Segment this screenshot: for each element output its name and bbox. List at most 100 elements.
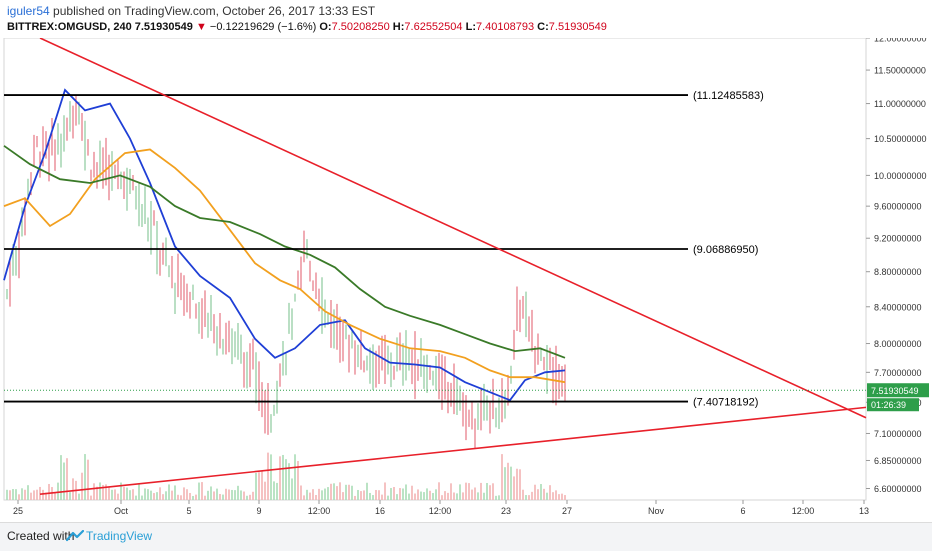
- y-tick-label: 8.00000000: [874, 339, 922, 349]
- countdown-tag: [867, 398, 919, 412]
- ma-fast-line: [3, 88, 566, 402]
- x-tick-label: 23: [501, 506, 511, 516]
- time-axis[interactable]: 25 Oct 5 9 12:00 16 12:00 23 27 Nov 6 12:00 13: [13, 500, 869, 516]
- volume-bar: [102, 484, 104, 500]
- volume-bar: [228, 489, 230, 500]
- open-label: O:: [319, 21, 332, 33]
- volume-bar: [204, 495, 206, 500]
- ma-mid-line: [3, 148, 566, 384]
- volume-bar: [405, 484, 407, 500]
- volume-bar: [267, 452, 269, 500]
- trendlines: [39, 38, 867, 496]
- low-value: 7.40108793: [475, 21, 535, 33]
- volume-bar: [357, 489, 359, 500]
- volume-bar: [216, 488, 218, 500]
- high-label: H:: [392, 21, 405, 33]
- volume-bar: [522, 489, 524, 500]
- volume-bar: [498, 495, 500, 500]
- volume-bar: [60, 455, 62, 500]
- volume-bar: [240, 490, 242, 500]
- volume-bar: [396, 494, 398, 500]
- volume-bar: [246, 495, 248, 500]
- ohlc-line: BITTREX:OMGUSD, 240 7.51930549 ▼ −0.1221…: [7, 21, 607, 33]
- volume-bar: [297, 461, 299, 500]
- tradingview-logo-icon[interactable]: [66, 530, 84, 542]
- volume-bar: [150, 490, 152, 500]
- price-chart[interactable]: (11.12485583) (9.06886950) (7.40718192) 12…: [0, 38, 932, 522]
- x-tick-label: 12:00: [308, 506, 331, 516]
- volume-bar: [555, 490, 557, 500]
- chart-header: iguler54 published on TradingView.com, O…: [0, 0, 932, 38]
- volume-bar: [408, 493, 410, 500]
- moving-averages: [3, 88, 566, 402]
- last-price-text: 7.51930549: [871, 386, 919, 396]
- volume-bar: [153, 493, 155, 500]
- trendline: [39, 38, 867, 419]
- created-with-text: Created with: [7, 529, 75, 543]
- volume-bar: [120, 482, 122, 500]
- volume-bar: [36, 489, 38, 500]
- author-link[interactable]: iguler54: [7, 4, 50, 18]
- volume-bar: [426, 488, 428, 500]
- volume-bar: [33, 490, 35, 500]
- volume-bar: [42, 489, 44, 500]
- volume-bar: [270, 454, 272, 500]
- volume-bar: [492, 483, 494, 500]
- volume-bar: [519, 469, 521, 500]
- volume-bar: [288, 463, 290, 500]
- volume-bar: [321, 490, 323, 500]
- y-tick-label: 11.00000000: [874, 99, 926, 109]
- volume-bar: [48, 483, 50, 500]
- volume-bar: [450, 483, 452, 500]
- plot-area: [3, 38, 867, 501]
- volume-bar: [513, 476, 515, 500]
- volume-bar: [273, 481, 275, 500]
- volume-bar: [417, 489, 419, 500]
- volume-bar: [171, 490, 173, 500]
- volume-bar: [300, 485, 302, 500]
- volume-bar: [207, 490, 209, 500]
- volume-bar: [24, 489, 26, 500]
- volume-bar: [312, 489, 314, 500]
- volume-bar: [390, 488, 392, 500]
- level-label: (9.06886950): [693, 244, 758, 256]
- volume-bar: [462, 492, 464, 500]
- x-tick-label: 12:00: [429, 506, 452, 516]
- volume-bar: [138, 483, 140, 500]
- volume-bar: [315, 495, 317, 500]
- tradingview-link[interactable]: TradingView: [86, 529, 153, 543]
- y-tick-label: 6.60000000: [874, 484, 922, 494]
- volume-bar: [330, 483, 332, 500]
- countdown-text: 01:26:39: [871, 400, 906, 410]
- volume-bar: [465, 482, 467, 500]
- volume-bar: [468, 483, 470, 500]
- last-price: 7.51930549: [134, 21, 193, 33]
- volume-bar: [69, 492, 71, 500]
- volume-bar: [399, 488, 401, 500]
- volume-bar: [63, 462, 65, 500]
- volume-bar: [294, 454, 296, 500]
- volume-bar: [549, 485, 551, 500]
- volume-bar: [435, 489, 437, 500]
- x-tick-label: 9: [256, 506, 261, 516]
- volume-bar: [378, 490, 380, 500]
- x-tick-label: Nov: [648, 506, 665, 516]
- close-label: C:: [537, 21, 549, 33]
- volume-bar: [99, 482, 101, 500]
- volume-bar: [162, 494, 164, 500]
- volume-bar: [132, 489, 134, 500]
- volume-bar: [489, 485, 491, 500]
- volume-bar: [459, 484, 461, 500]
- volume-bar: [291, 478, 293, 500]
- volume-bar: [348, 484, 350, 500]
- volume-bar: [423, 492, 425, 500]
- x-tick-label: 12:00: [792, 506, 815, 516]
- volume-bar: [342, 492, 344, 500]
- x-tick-label: Oct: [114, 506, 129, 516]
- volume-bar: [141, 495, 143, 500]
- y-tick-label: 7.70000000: [874, 368, 922, 378]
- volume-bar: [147, 489, 149, 500]
- horizontal-levels: (11.12485583) (9.06886950) (7.40718192): [4, 90, 764, 409]
- price-axis[interactable]: 12.00000000 11.50000000 11.00000000 10.5000…: [866, 38, 927, 494]
- volume-bar: [123, 486, 125, 500]
